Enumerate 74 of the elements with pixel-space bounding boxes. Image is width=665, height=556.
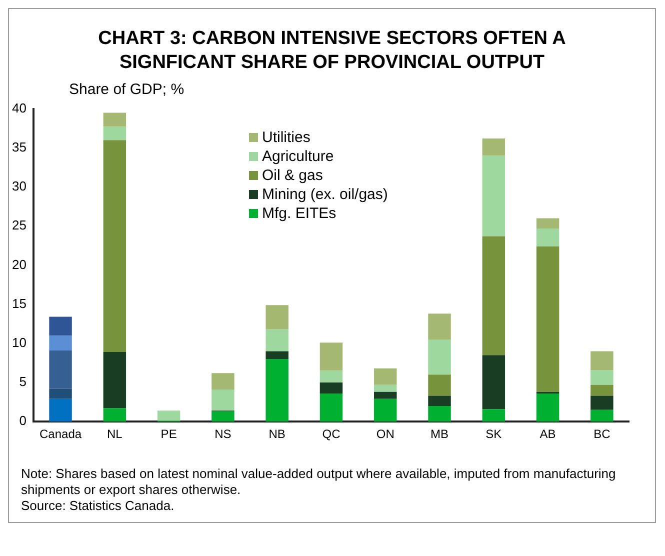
y-tick-label: 0 [19, 413, 26, 428]
bar [536, 218, 560, 228]
bar [428, 339, 451, 375]
bar [536, 228, 560, 246]
bar [374, 384, 397, 392]
chart-title: CHART 3: CARBON INTENSIVE SECTORS OFTEN A SIGNFICANT SHARE OF PROVINCIAL OUTPUT [97, 27, 567, 75]
bar [103, 140, 126, 352]
bar [49, 398, 72, 422]
bar [266, 305, 288, 330]
bar [590, 351, 614, 370]
x-tick-label: BC [594, 427, 611, 442]
bar [212, 373, 234, 390]
bar [103, 408, 126, 422]
bar [212, 411, 234, 422]
bar [266, 359, 288, 422]
bar [374, 368, 397, 385]
bar [374, 392, 397, 399]
legend-label: Utilities [262, 128, 310, 147]
bar [320, 342, 343, 371]
y-tick-label: 15 [12, 296, 26, 311]
bar [103, 112, 126, 127]
bar [482, 409, 506, 422]
bar [428, 406, 451, 422]
y-tick-label: 20 [12, 256, 26, 272]
x-tick-label: MB [430, 427, 449, 442]
y-tick-label: 30 [12, 178, 26, 194]
x-tick-label: NL [107, 427, 123, 442]
y-axis-title: Share of GDP; % [69, 81, 186, 98]
bar [49, 388, 72, 399]
bar [428, 314, 451, 340]
bar [482, 156, 506, 236]
bar [428, 396, 451, 406]
bar [590, 384, 614, 396]
source-note: Source: Statistics Canada. [21, 498, 176, 514]
x-tick-label: NB [268, 427, 286, 442]
bar [536, 393, 560, 422]
x-tick-label: SK [486, 427, 502, 442]
bar [212, 390, 234, 411]
x-tick-label: Canada [40, 427, 82, 442]
bar [49, 336, 72, 350]
bar [590, 396, 614, 410]
x-tick-label: NS [214, 427, 232, 442]
bar [590, 410, 614, 422]
bar [428, 374, 451, 396]
y-tick-label: 35 [12, 139, 26, 154]
bar [266, 351, 288, 360]
y-tick-label: 10 [12, 334, 26, 350]
y-tick-label: 25 [12, 218, 26, 233]
bar [374, 398, 397, 422]
bar [482, 138, 506, 156]
bar [103, 126, 126, 140]
bar [590, 370, 614, 385]
bar [49, 316, 72, 336]
legend-label: Oil & gas [262, 166, 323, 185]
bar [103, 352, 126, 408]
x-tick-label: ON [376, 427, 394, 442]
x-tick-label: QC [322, 427, 341, 442]
bar [320, 370, 343, 382]
text: Note: Shares based on latest nominal value-added output where available, imputed from manufacturing shipments or export shares otherwise. [21, 466, 617, 498]
y-tick-label: 40 [12, 100, 26, 116]
x-tick-label: PE [160, 427, 177, 442]
legend-label: Agriculture [262, 147, 334, 166]
legend-label: Mfg. EITEs [262, 204, 336, 223]
bar [482, 355, 506, 410]
x-tick-label: AB [540, 427, 556, 442]
bar [49, 350, 72, 389]
bar [320, 382, 343, 394]
bar [482, 236, 506, 356]
bar [266, 329, 288, 352]
bar [157, 410, 180, 421]
legend-label: Mining (ex. oil/gas) [262, 185, 388, 204]
y-tick-label: 5 [19, 374, 26, 390]
bar [320, 393, 343, 422]
bar [536, 246, 560, 392]
